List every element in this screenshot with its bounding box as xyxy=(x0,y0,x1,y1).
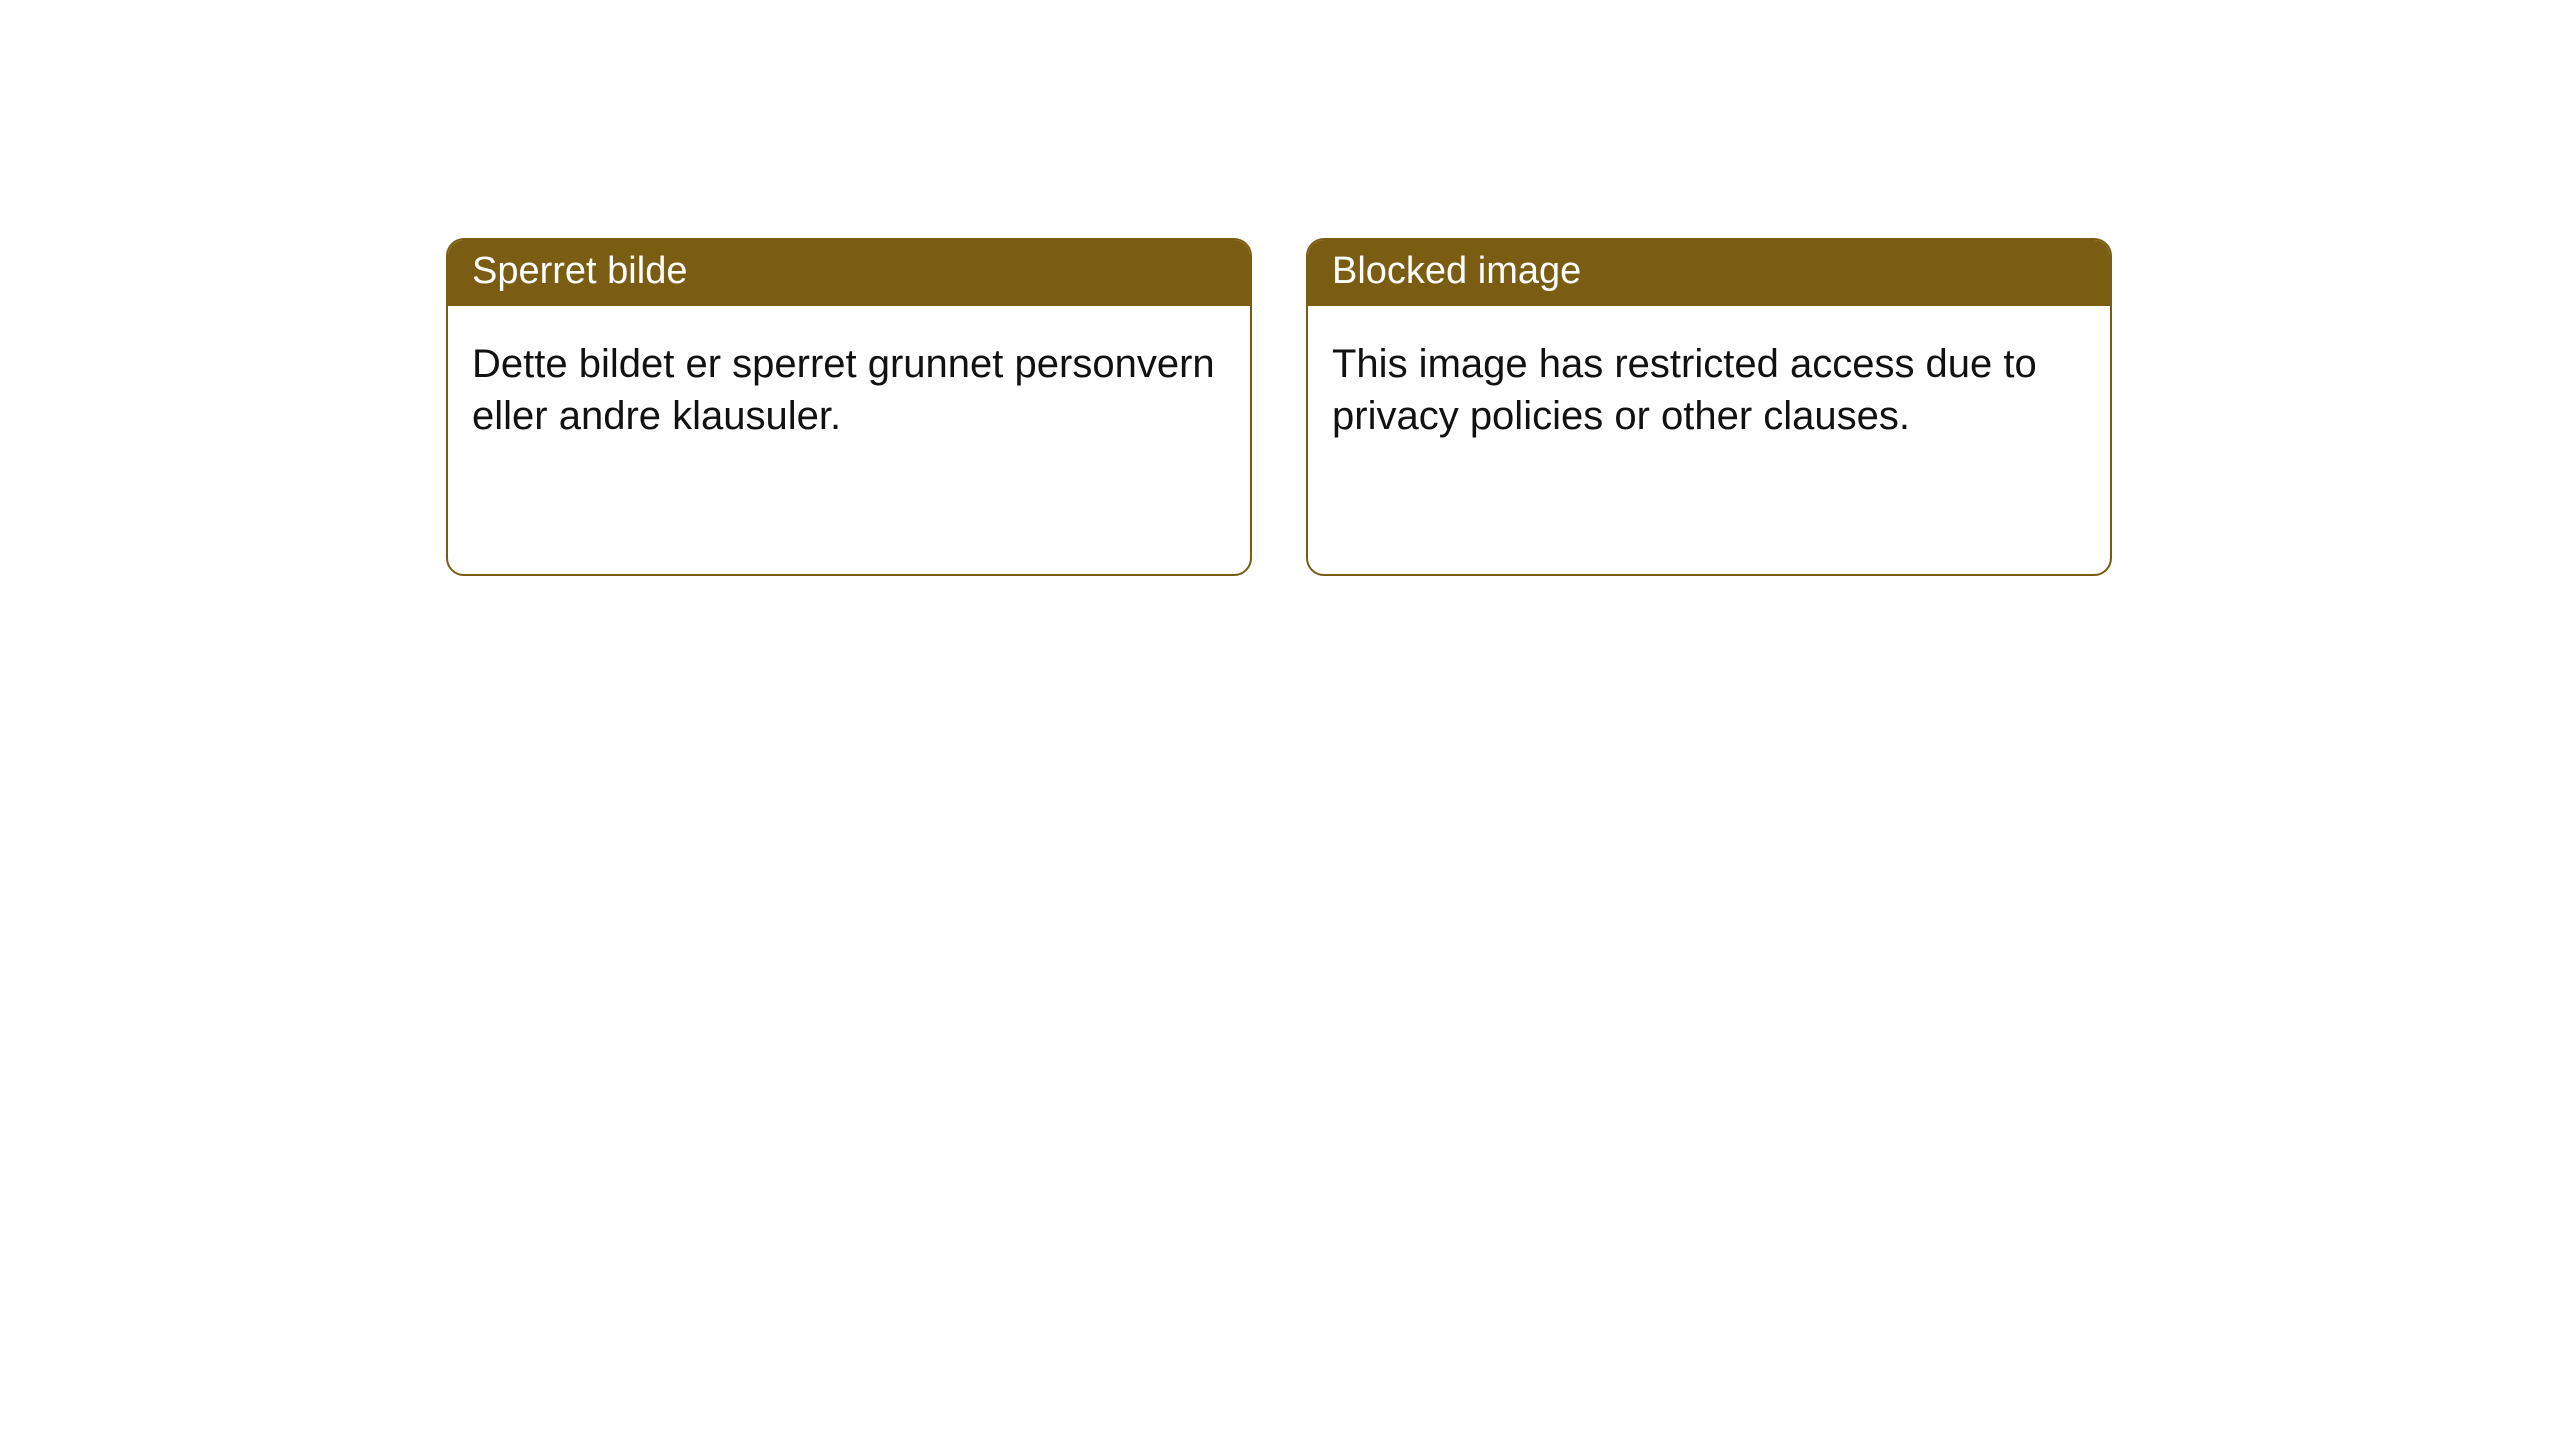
card-header: Blocked image xyxy=(1308,240,2110,306)
card-header: Sperret bilde xyxy=(448,240,1250,306)
blocked-image-card-english: Blocked image This image has restricted … xyxy=(1306,238,2112,576)
blocked-image-card-norwegian: Sperret bilde Dette bildet er sperret gr… xyxy=(446,238,1252,576)
card-body: Dette bildet er sperret grunnet personve… xyxy=(448,306,1250,474)
card-body: This image has restricted access due to … xyxy=(1308,306,2110,474)
cards-container: Sperret bilde Dette bildet er sperret gr… xyxy=(0,0,2560,576)
